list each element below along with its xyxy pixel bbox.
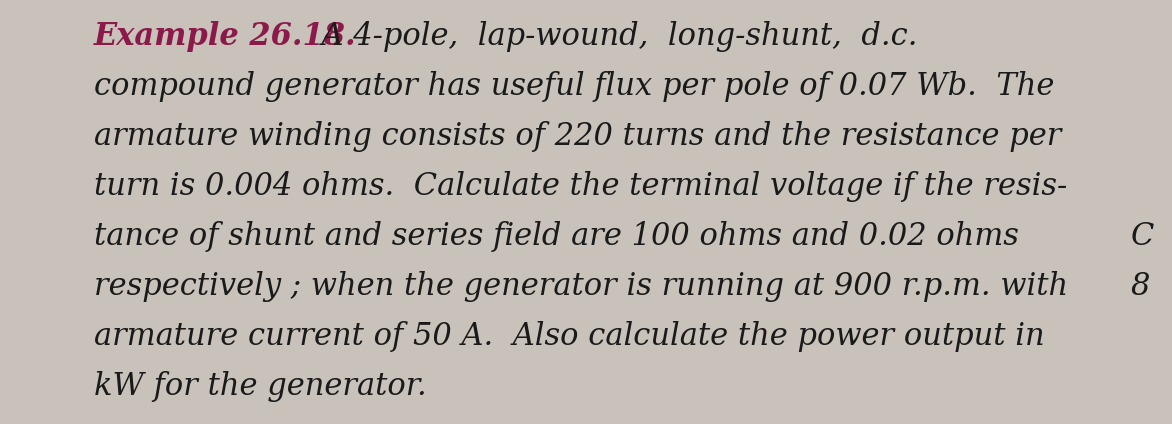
Text: Example 26.18.: Example 26.18.: [94, 21, 356, 52]
Text: compound generator has useful flux per pole of 0.07 Wb.  The: compound generator has useful flux per p…: [94, 71, 1054, 102]
Text: armature winding consists of 220 turns and the resistance per: armature winding consists of 220 turns a…: [94, 121, 1061, 152]
Text: turn is 0.004 ohms.  Calculate the terminal voltage if the resis-: turn is 0.004 ohms. Calculate the termin…: [94, 171, 1067, 202]
Text: 8: 8: [1131, 271, 1151, 302]
Text: armature current of 50 A.  Also calculate the power output in: armature current of 50 A. Also calculate…: [94, 321, 1044, 352]
Text: A 4-pole,  lap-wound,  long-shunt,  d.c.: A 4-pole, lap-wound, long-shunt, d.c.: [302, 21, 918, 52]
Text: tance of shunt and series field are 100 ohms and 0.02 ohms: tance of shunt and series field are 100 …: [94, 221, 1018, 252]
Text: kW for the generator.: kW for the generator.: [94, 371, 427, 402]
Text: respectively ; when the generator is running at 900 r.p.m. with: respectively ; when the generator is run…: [94, 271, 1068, 302]
Text: C: C: [1131, 221, 1154, 252]
